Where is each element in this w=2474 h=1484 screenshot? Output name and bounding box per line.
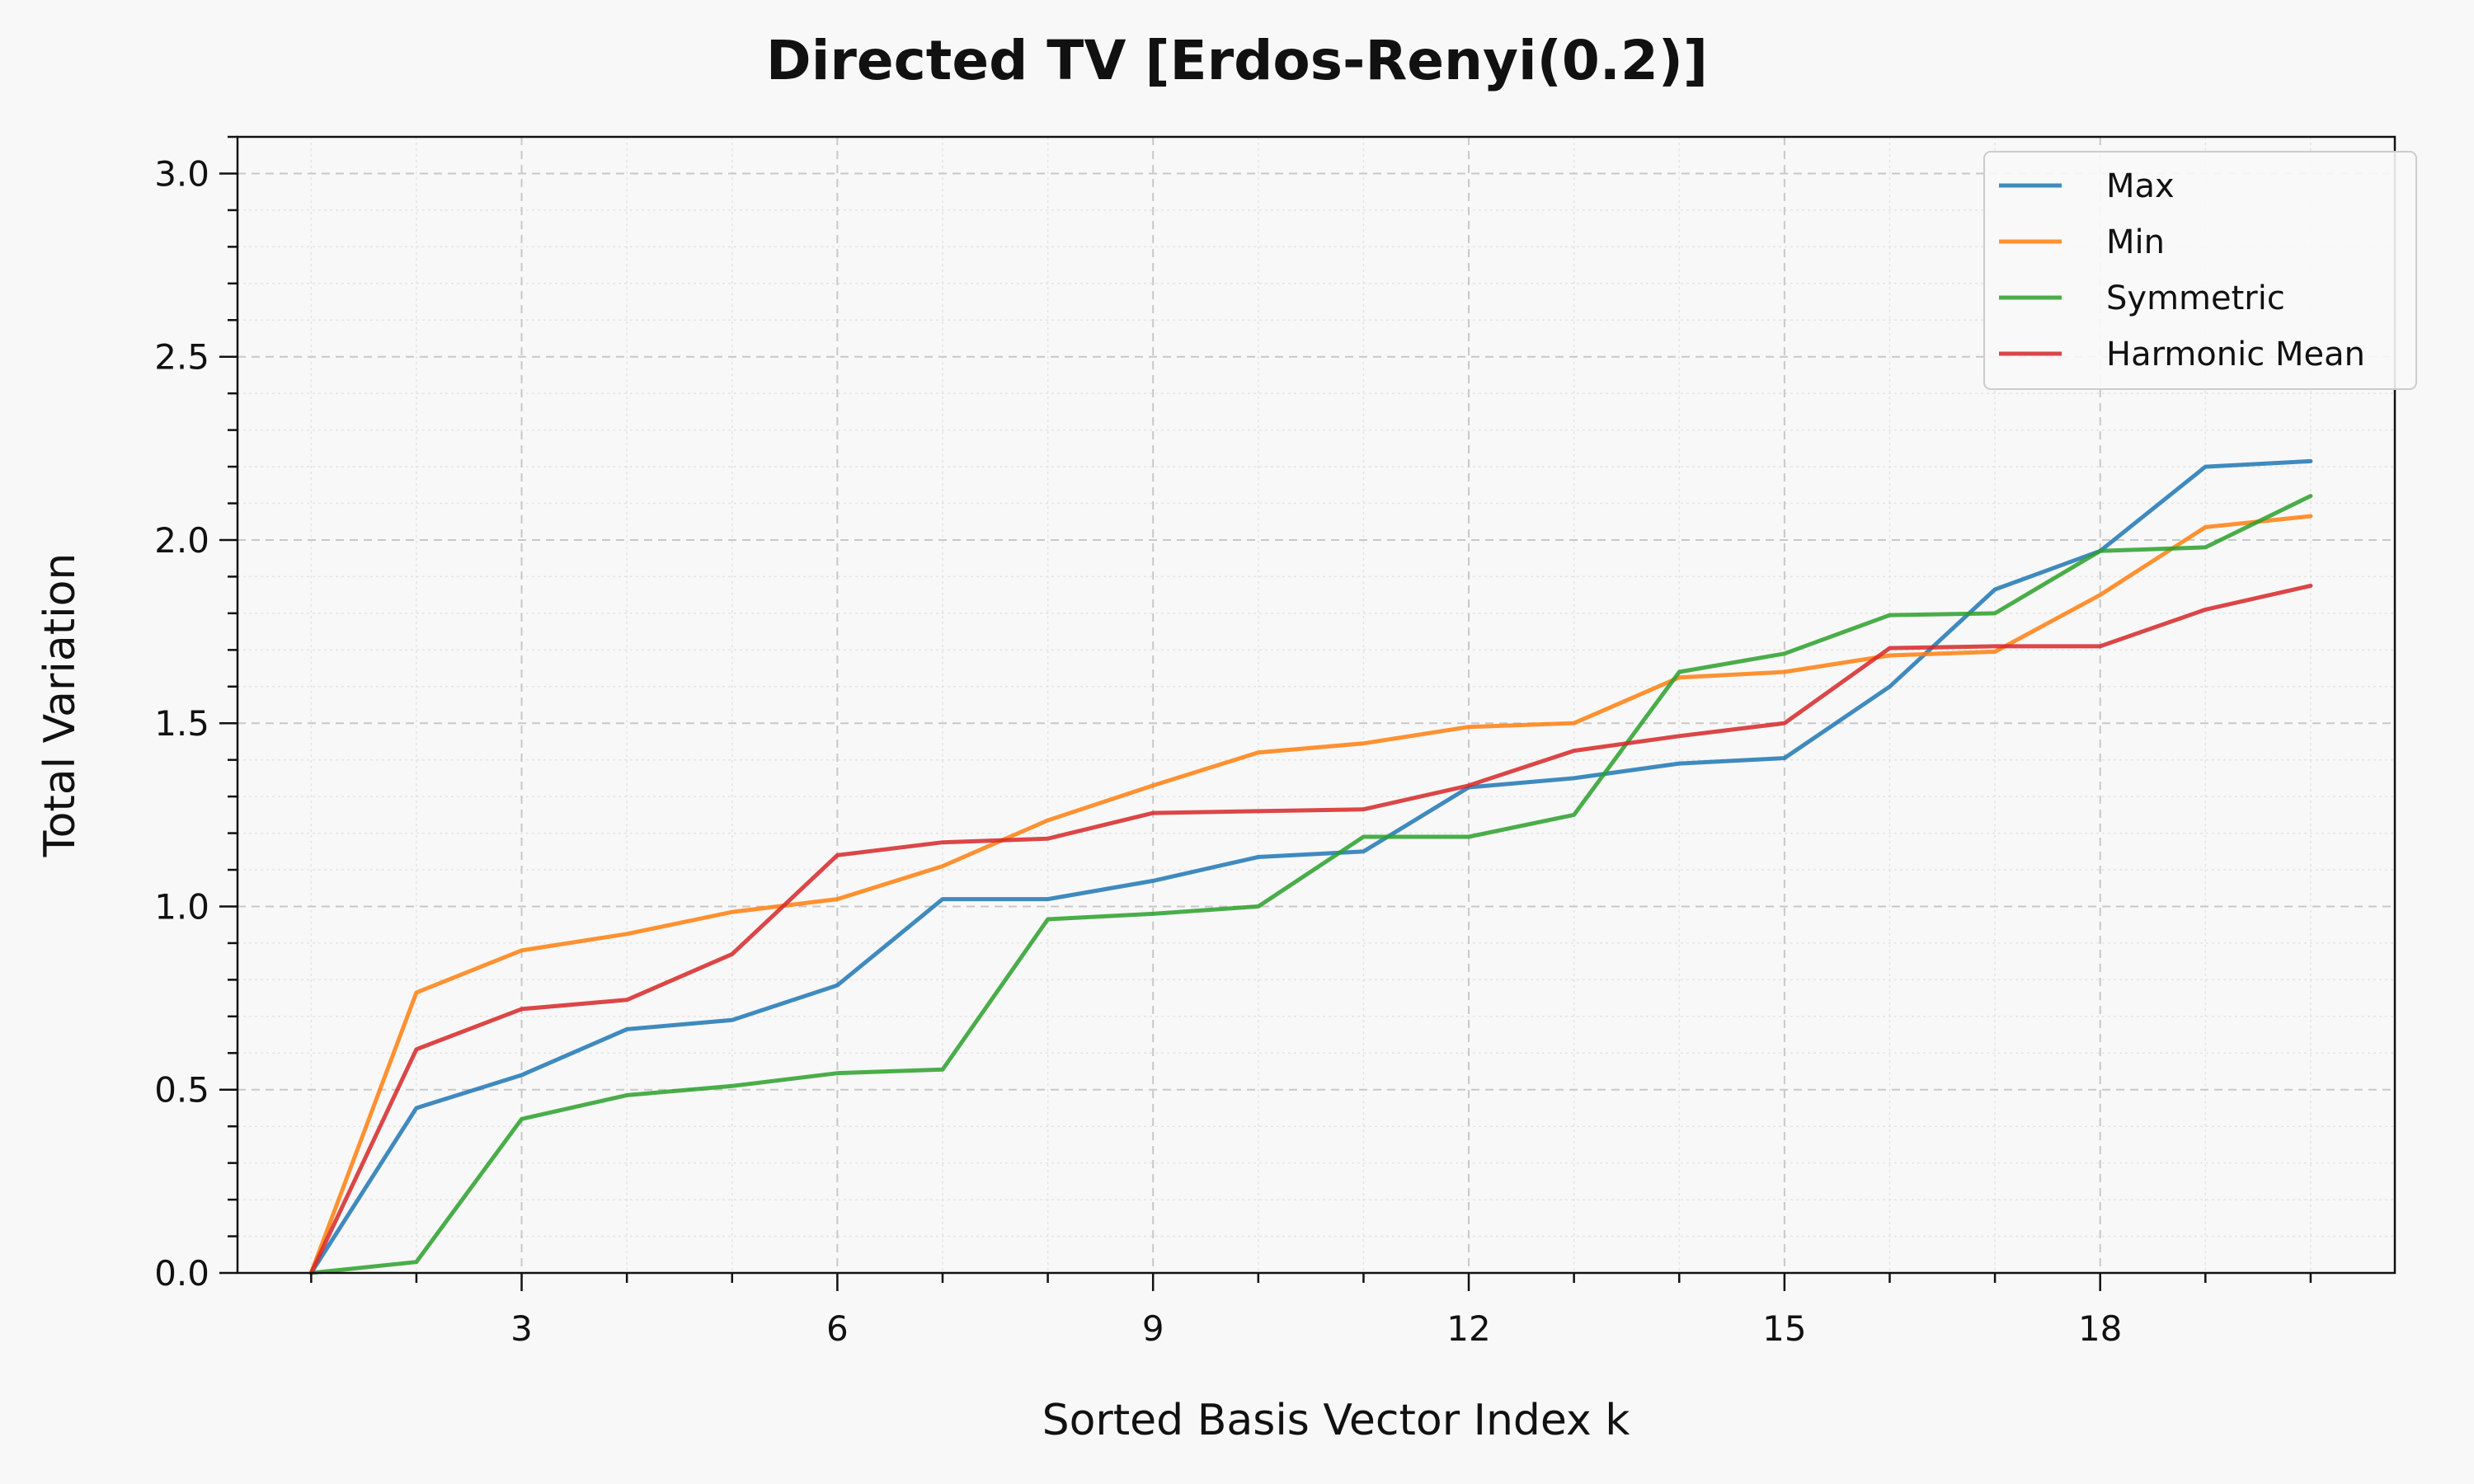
legend-label-symmetric: Symmetric [2106,279,2285,317]
legend-label-max: Max [2106,167,2175,205]
x-tick-label: 3 [510,1308,533,1349]
y-tick-label: 2.5 [154,337,209,378]
chart-title: Directed TV [Erdos-Renyi(0.2)] [766,29,1708,92]
y-tick-label: 3.0 [154,153,209,194]
series-line-max [308,458,2313,1275]
legend: Max Min Symmetric Harmonic Mean [1983,151,2417,390]
x-tick-label: 9 [1142,1308,1164,1349]
x-tick-label: 6 [826,1308,849,1349]
legend-label-harmonic-mean: Harmonic Mean [2106,336,2365,373]
x-axis-label: Sorted Basis Vector Index k [1042,1396,1630,1445]
x-tick-label: 18 [2078,1308,2122,1349]
x-axis-ticks: 3 6 9 12 15 18 [310,1273,2312,1349]
y-tick-label: 1.5 [154,703,209,744]
y-tick-label: 1.0 [154,886,209,927]
y-axis-ticks: 0.0 0.5 1.0 1.5 2.0 2.5 3.0 [154,135,238,1294]
plot-frame [236,135,2396,1275]
series-line-symmetric [308,494,2313,1275]
x-tick-label: 12 [1446,1308,1490,1349]
legend-box [1983,151,2417,390]
x-tick-label: 15 [1762,1308,1806,1349]
legend-label-min: Min [2106,223,2165,261]
y-tick-label: 2.0 [154,520,209,561]
y-tick-label: 0.0 [154,1253,209,1294]
series-lines [308,458,2313,1275]
series-line-harmonic-mean [308,584,2313,1275]
series-line-min [308,514,2313,1275]
y-axis-label: Total Variation [35,553,85,858]
y-tick-label: 0.5 [154,1070,209,1111]
